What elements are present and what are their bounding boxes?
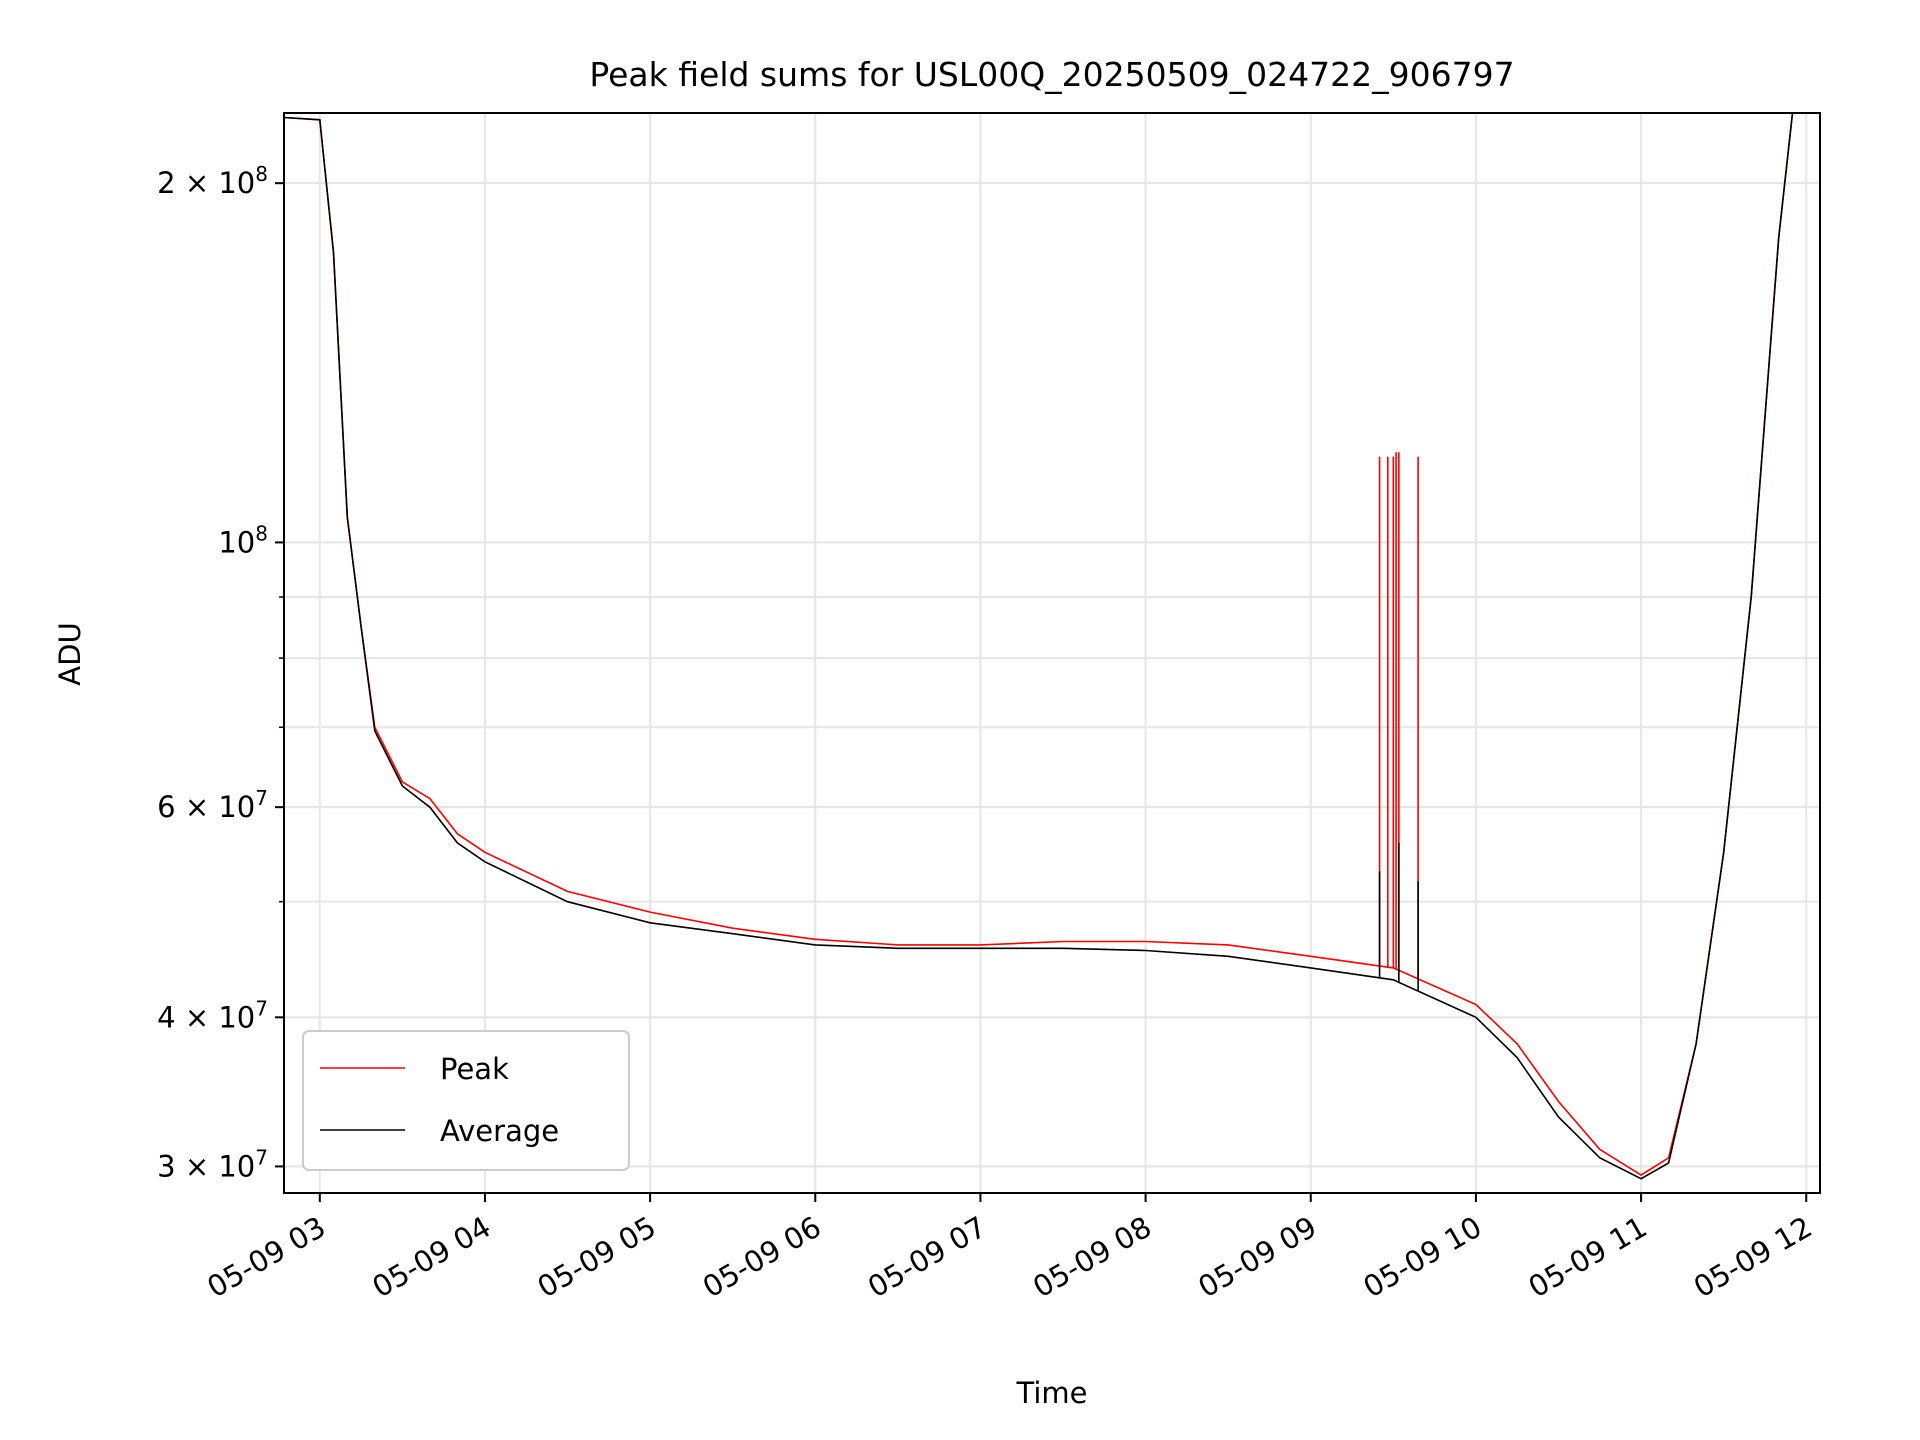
x-tick-label: 05-09 03	[201, 1210, 331, 1305]
x-tick-label: 05-09 11	[1523, 1210, 1653, 1305]
y-tick-label: 4 × 107	[157, 996, 268, 1034]
y-tick-label: 108	[218, 521, 268, 559]
x-tick-label: 05-09 04	[367, 1210, 497, 1305]
y-tick-label: 6 × 107	[157, 786, 268, 824]
y-axis: 2 × 108 108 6 × 107 4 × 107 3 × 107	[157, 162, 284, 1183]
legend-box	[302, 1030, 630, 1171]
y-tick-label: 3 × 107	[157, 1145, 268, 1183]
series-layer	[284, 113, 1794, 1180]
x-tick-label: 05-09 10	[1357, 1210, 1487, 1305]
plot-frame	[283, 112, 1821, 1194]
x-tick-label: 05-09 06	[697, 1210, 827, 1305]
x-tick-label: 05-09 05	[532, 1210, 662, 1305]
y-tick-label: 2 × 108	[157, 162, 268, 200]
chart-title: Peak field sums for USL00Q_20250509_0247…	[589, 55, 1514, 94]
legend-average-label: Average	[440, 1114, 559, 1148]
x-axis-label: Time	[1016, 1376, 1088, 1410]
x-tick-label: 05-09 07	[862, 1210, 992, 1305]
x-axis: 05-09 03 05-09 04 05-09 05 05-09 06 05-09 07…	[201, 1193, 1818, 1305]
x-tick-label: 05-09 12	[1688, 1210, 1818, 1305]
x-tick-label: 05-09 09	[1192, 1210, 1322, 1305]
legend: Peak Average	[302, 1030, 630, 1171]
x-tick-label: 05-09 08	[1027, 1210, 1157, 1305]
series-line-peak	[284, 113, 1794, 1177]
legend-peak-label: Peak	[440, 1052, 509, 1086]
series-line-average	[284, 113, 1794, 1180]
y-axis-label: ADU	[53, 622, 87, 685]
